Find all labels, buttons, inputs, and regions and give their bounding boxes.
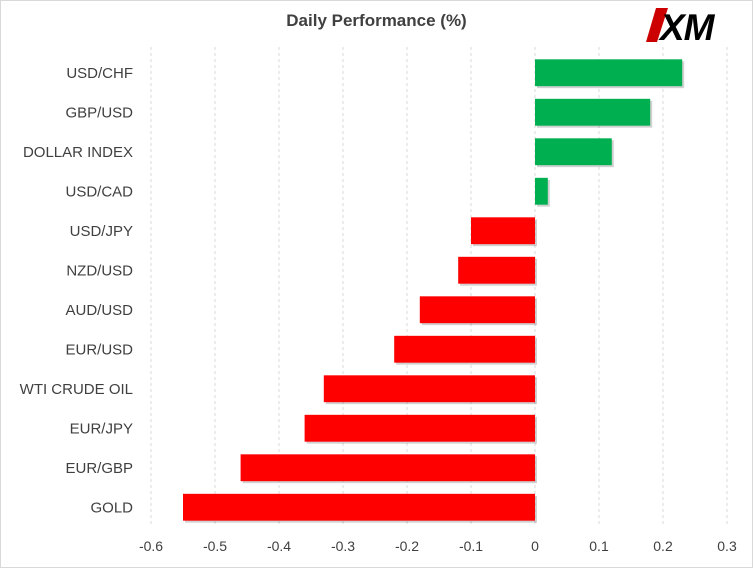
bar	[323, 375, 535, 403]
x-tick-label: 0.2	[653, 538, 673, 554]
x-tick-label: -0.2	[395, 538, 419, 554]
bar	[394, 335, 535, 363]
xm-logo: XM	[646, 7, 717, 46]
bar	[535, 98, 651, 126]
xm-logo-text: XM	[658, 7, 716, 46]
bar	[304, 414, 535, 442]
category-label: GBP/USD	[65, 104, 133, 121]
category-label: EUR/GBP	[65, 460, 133, 477]
category-label: AUD/USD	[65, 302, 133, 319]
bar	[535, 59, 683, 87]
chart-title: Daily Performance (%)	[286, 11, 467, 30]
category-label: EUR/USD	[65, 341, 133, 358]
category-label: USD/JPY	[70, 223, 133, 240]
bar	[183, 493, 535, 521]
category-label: GOLD	[90, 499, 133, 516]
x-tick-label: -0.1	[459, 538, 483, 554]
x-tick-label: -0.4	[267, 538, 291, 554]
x-tick-label: -0.3	[331, 538, 355, 554]
x-tick-label: -0.5	[203, 538, 227, 554]
category-label: NZD/USD	[66, 262, 133, 279]
category-label: EUR/JPY	[70, 420, 133, 437]
x-tick-label: 0	[531, 538, 539, 554]
category-label: USD/CAD	[65, 183, 133, 200]
category-label: WTI CRUDE OIL	[20, 381, 133, 398]
bar	[458, 256, 535, 284]
x-tick-label: 0.1	[589, 538, 609, 554]
bar	[419, 296, 535, 324]
category-label: USD/CHF	[66, 65, 133, 82]
category-label: DOLLAR INDEX	[23, 144, 133, 161]
x-tick-label: 0.3	[717, 538, 737, 554]
bar	[535, 177, 548, 205]
bar	[535, 138, 612, 166]
x-tick-label: -0.6	[139, 538, 163, 554]
bar	[240, 454, 535, 482]
xm-logo-slash	[646, 8, 668, 42]
bar	[471, 217, 535, 245]
